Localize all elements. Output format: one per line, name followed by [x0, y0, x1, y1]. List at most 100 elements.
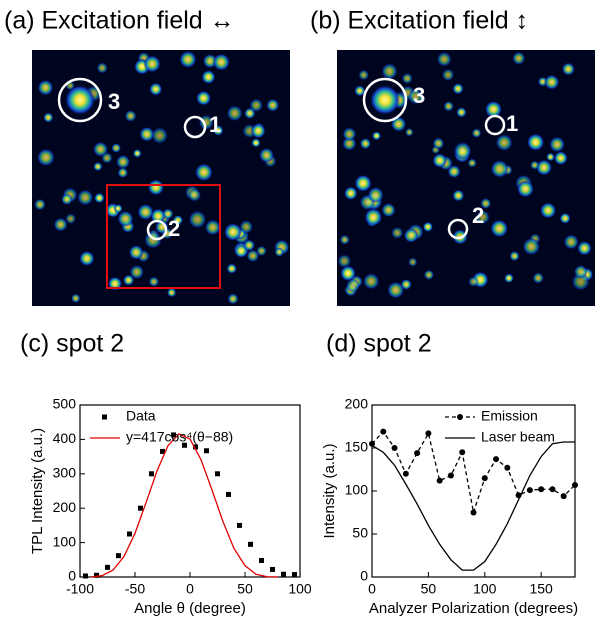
spot — [133, 149, 142, 158]
x-tick-label: 50 — [421, 581, 437, 597]
data-point — [248, 541, 253, 547]
data-point — [493, 456, 500, 463]
series-line — [371, 441, 575, 571]
spot — [139, 126, 155, 142]
spot — [408, 257, 418, 267]
marker-circle — [362, 77, 408, 123]
spot — [405, 128, 414, 137]
marker-circle — [57, 77, 103, 123]
spot — [212, 53, 230, 71]
spot — [226, 105, 243, 122]
y-tick-label: 150 — [345, 439, 369, 455]
spot — [274, 247, 284, 257]
spot — [453, 141, 472, 160]
spot — [490, 219, 509, 238]
spot — [179, 50, 197, 68]
spot — [150, 208, 166, 224]
spot — [111, 143, 121, 153]
spot — [65, 85, 95, 115]
marker-circle — [146, 219, 168, 241]
spot — [574, 265, 588, 279]
data-point — [560, 493, 567, 500]
data-point — [402, 470, 409, 477]
data-point — [459, 449, 466, 456]
spot-label: 2 — [472, 203, 484, 228]
spot — [452, 189, 465, 202]
spot — [143, 55, 161, 73]
spot — [151, 127, 168, 144]
spot — [71, 293, 81, 303]
spot — [342, 136, 357, 151]
data-point — [425, 430, 432, 437]
spot — [443, 101, 454, 112]
spot — [559, 212, 571, 224]
data-point — [414, 450, 421, 457]
marker-circle — [484, 114, 506, 136]
spot — [468, 276, 479, 287]
data-point — [83, 573, 88, 579]
spot — [517, 180, 534, 198]
spot — [93, 162, 103, 172]
spot-label: 1 — [506, 111, 518, 136]
spot — [363, 273, 380, 290]
y-axis-label: Intensity (a.u.) — [321, 443, 338, 538]
data-point — [215, 471, 220, 477]
data-point — [481, 475, 488, 482]
spot — [527, 133, 545, 151]
data-point — [226, 491, 231, 497]
panel-title: (a) Excitation field ↔ — [4, 7, 235, 35]
spot — [266, 98, 280, 112]
spot — [359, 138, 371, 150]
spot — [480, 198, 492, 209]
y-tick-label: 50 — [352, 525, 368, 541]
spot — [372, 131, 381, 141]
spot — [495, 134, 513, 152]
spot — [540, 202, 557, 219]
x-axis-label: Angle θ (degree) — [134, 600, 246, 617]
y-axis-label: TPL Intensity (a.u.) — [29, 428, 46, 554]
spot-label: 1 — [209, 112, 221, 137]
spot — [452, 83, 464, 95]
data-point — [193, 444, 198, 450]
data-point — [237, 522, 242, 528]
data-point — [447, 472, 454, 479]
marker-circle — [447, 218, 469, 240]
spot — [391, 116, 407, 132]
spot — [436, 51, 452, 67]
x-tick-label: 50 — [237, 581, 253, 597]
spot — [354, 85, 366, 97]
spots — [34, 50, 594, 305]
data-point — [572, 481, 578, 488]
spot — [367, 186, 384, 203]
spot — [124, 110, 137, 122]
spot — [512, 51, 526, 65]
spot — [401, 73, 413, 84]
spot — [337, 254, 352, 268]
spot — [471, 128, 482, 138]
data-point — [526, 487, 533, 494]
spot — [509, 251, 520, 262]
y-tick-label: 300 — [53, 465, 77, 481]
spot — [544, 74, 560, 90]
spot — [201, 70, 216, 84]
spot — [53, 217, 68, 232]
spot — [447, 165, 461, 178]
spot — [354, 174, 372, 192]
spot — [432, 137, 445, 150]
spot — [467, 158, 477, 168]
spot — [113, 204, 123, 213]
spot — [364, 208, 383, 226]
legend-label: Emission — [481, 408, 538, 424]
spot — [423, 269, 434, 280]
spot — [391, 226, 404, 239]
data-point — [292, 572, 297, 578]
spot — [137, 203, 154, 221]
spot — [243, 239, 255, 251]
data-point — [391, 445, 398, 451]
y-tick-label: 200 — [53, 499, 77, 515]
spot — [256, 245, 267, 257]
legend-marker — [457, 414, 463, 420]
spot — [403, 228, 419, 243]
spot — [147, 179, 164, 196]
